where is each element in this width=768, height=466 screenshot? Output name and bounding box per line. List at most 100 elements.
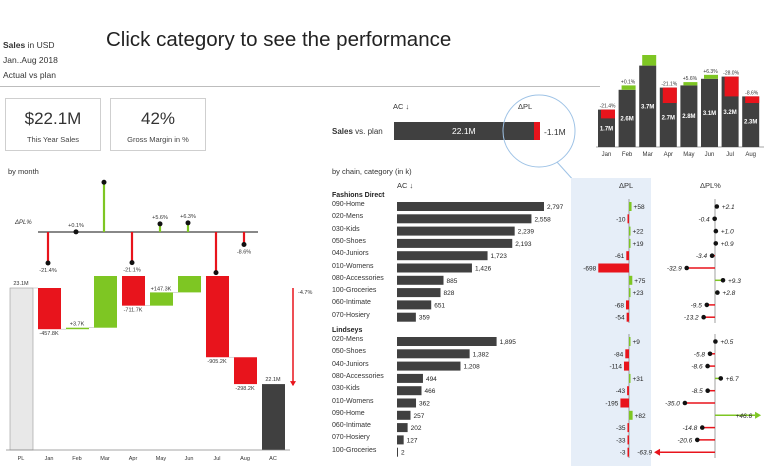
category-label[interactable]: 050-Shoes <box>332 237 366 245</box>
waterfall-delta-bar <box>38 288 61 330</box>
category-ac-value: 2 <box>401 450 405 457</box>
waterfall-delta-bar <box>206 276 229 358</box>
top-delta-bar <box>662 87 677 103</box>
top-ac-bar <box>598 109 615 147</box>
category-dpl-value: -43 <box>616 388 626 395</box>
category-dpl-bar <box>629 238 631 248</box>
category-label[interactable]: 090-Home <box>332 201 365 208</box>
category-dpl-bar <box>627 386 629 396</box>
waterfall-month-label: Mar <box>100 456 110 462</box>
category-label[interactable]: 080-Accessories <box>332 274 384 282</box>
category-pct-value: -8.5 <box>691 388 703 395</box>
category-dpl-bar <box>629 226 631 236</box>
summary-dpl-bar[interactable] <box>534 122 540 140</box>
category-pct-arrow <box>755 411 762 419</box>
top-value-label: 2.8M <box>682 114 695 120</box>
category-label[interactable]: 010-Womens <box>332 262 374 270</box>
top-month-label: Apr <box>664 152 673 158</box>
category-pct-value: +9.3 <box>728 278 741 285</box>
waterfall-total-pct-label: -4.7% <box>298 290 312 296</box>
category-pct-dot <box>709 253 715 258</box>
category-label[interactable]: 020-Mens <box>332 213 364 221</box>
category-pct-value: -3.4 <box>696 253 708 260</box>
month-pct-dot <box>129 260 135 266</box>
top-pct-label: -21.4% <box>600 104 616 110</box>
category-dpl-header: ΔPL <box>619 181 634 190</box>
waterfall-delta-label: -711.7K <box>124 308 143 314</box>
category-dpl-value: -195 <box>605 401 618 408</box>
top-pct-label: -28.0% <box>723 71 739 77</box>
category-ac-value: 1,426 <box>475 266 492 273</box>
top-ac-bar <box>639 65 657 147</box>
kpi-card-sales[interactable]: $22.1M This Year Sales <box>5 98 101 151</box>
top-delta-bar <box>601 109 615 119</box>
category-ac-bar <box>397 275 444 285</box>
category-ac-value: 202 <box>411 425 422 432</box>
by-category-title: by chain, category (in k) <box>332 167 412 176</box>
category-pct-value: -14.8 <box>682 425 697 432</box>
group-fashions-direct[interactable]: Fashions Direct <box>332 192 385 199</box>
top-ac-bar <box>742 96 760 147</box>
category-label[interactable]: 040-Juniors <box>332 250 369 258</box>
group-lindseys[interactable]: Lindseys <box>332 327 363 334</box>
category-dpl-value: -68 <box>615 302 625 309</box>
month-pct-pin-chart[interactable]: -21.4%+0.1%+34.3%-21.1%+5.6%+6.3%-28.0%-… <box>0 178 300 278</box>
category-label[interactable]: 080-Accessories <box>332 372 384 380</box>
top-ac-bar <box>680 85 698 147</box>
summary-row-label: Sales vs. plan <box>332 127 383 136</box>
category-dpl-bar <box>623 361 629 371</box>
category-pct-value: -63.9 <box>637 450 652 457</box>
waterfall-delta-label: +147.3K <box>151 286 172 292</box>
category-label[interactable]: 040-Juniors <box>332 360 369 368</box>
waterfall-month-label: Aug <box>240 456 250 462</box>
category-label[interactable]: 030-Kids <box>332 385 360 393</box>
category-label[interactable]: 010-Womens <box>332 397 374 405</box>
top-month-label: Mar <box>643 152 653 158</box>
category-ac-bar <box>397 349 470 359</box>
waterfall-month-label: Feb <box>72 456 81 462</box>
summary-vs-plan-label: vs. plan <box>355 127 383 136</box>
kpi-card-margin[interactable]: 42% Gross Margin in % <box>110 98 206 151</box>
category-dpl-bar <box>598 263 629 273</box>
category-label[interactable]: 070-Hosiery <box>332 311 370 319</box>
top-ac-bar <box>618 89 636 147</box>
monthly-ac-chart[interactable]: 1.7M-21.4%Jan2.6M+0.1%Feb3.7M+34.3%Mar2.… <box>596 55 764 167</box>
category-ac-value: 257 <box>414 413 425 420</box>
month-waterfall-chart[interactable]: 23.1M-457.8K+3.7K+956.7K-711.7K+147.3K+1… <box>0 276 320 466</box>
sales-caption: Sales in USD <box>3 40 55 50</box>
category-ac-value: 2,797 <box>547 204 564 211</box>
category-pct-dot <box>705 388 710 394</box>
category-label[interactable]: 060-Intimate <box>332 299 371 307</box>
header-divider <box>0 86 600 87</box>
category-label[interactable]: 100-Groceries <box>332 446 377 454</box>
category-label[interactable]: 020-Mens <box>332 336 364 343</box>
category-label[interactable]: 030-Kids <box>332 225 360 233</box>
waterfall-month-label: May <box>156 456 167 462</box>
category-dpl-bar <box>627 423 629 433</box>
category-pct-dot <box>715 290 720 295</box>
summary-ac-bar[interactable] <box>394 122 534 140</box>
category-pct-dot <box>701 314 706 320</box>
category-label[interactable]: 070-Hosiery <box>332 434 370 442</box>
category-ac-value: 359 <box>419 315 430 322</box>
summary-sales-label: Sales <box>332 127 353 136</box>
category-pct-value: +1.0 <box>721 229 734 236</box>
category-label[interactable]: 050-Shoes <box>332 348 366 356</box>
category-dpl-pct-header: ΔPL% <box>700 181 721 190</box>
category-dpl-value: +22 <box>633 229 644 236</box>
summary-dpl-header: ΔPL <box>518 102 533 111</box>
category-ac-header: AC ↓ <box>397 181 414 190</box>
category-ac-bar <box>397 423 408 433</box>
category-ac-value: 2,558 <box>534 216 551 223</box>
page-title: Click category to see the performance <box>106 28 452 51</box>
category-pct-value: +0.5 <box>720 339 733 346</box>
category-ac-bar <box>397 214 532 224</box>
category-label[interactable]: 090-Home <box>332 409 365 417</box>
month-pct-dot <box>241 241 247 247</box>
category-pct-dot <box>694 437 700 443</box>
category-ac-bar <box>397 238 513 248</box>
category-dpl-value: +23 <box>633 290 644 297</box>
category-label[interactable]: 060-Intimate <box>332 422 371 430</box>
category-label[interactable]: 100-Groceries <box>332 287 377 295</box>
